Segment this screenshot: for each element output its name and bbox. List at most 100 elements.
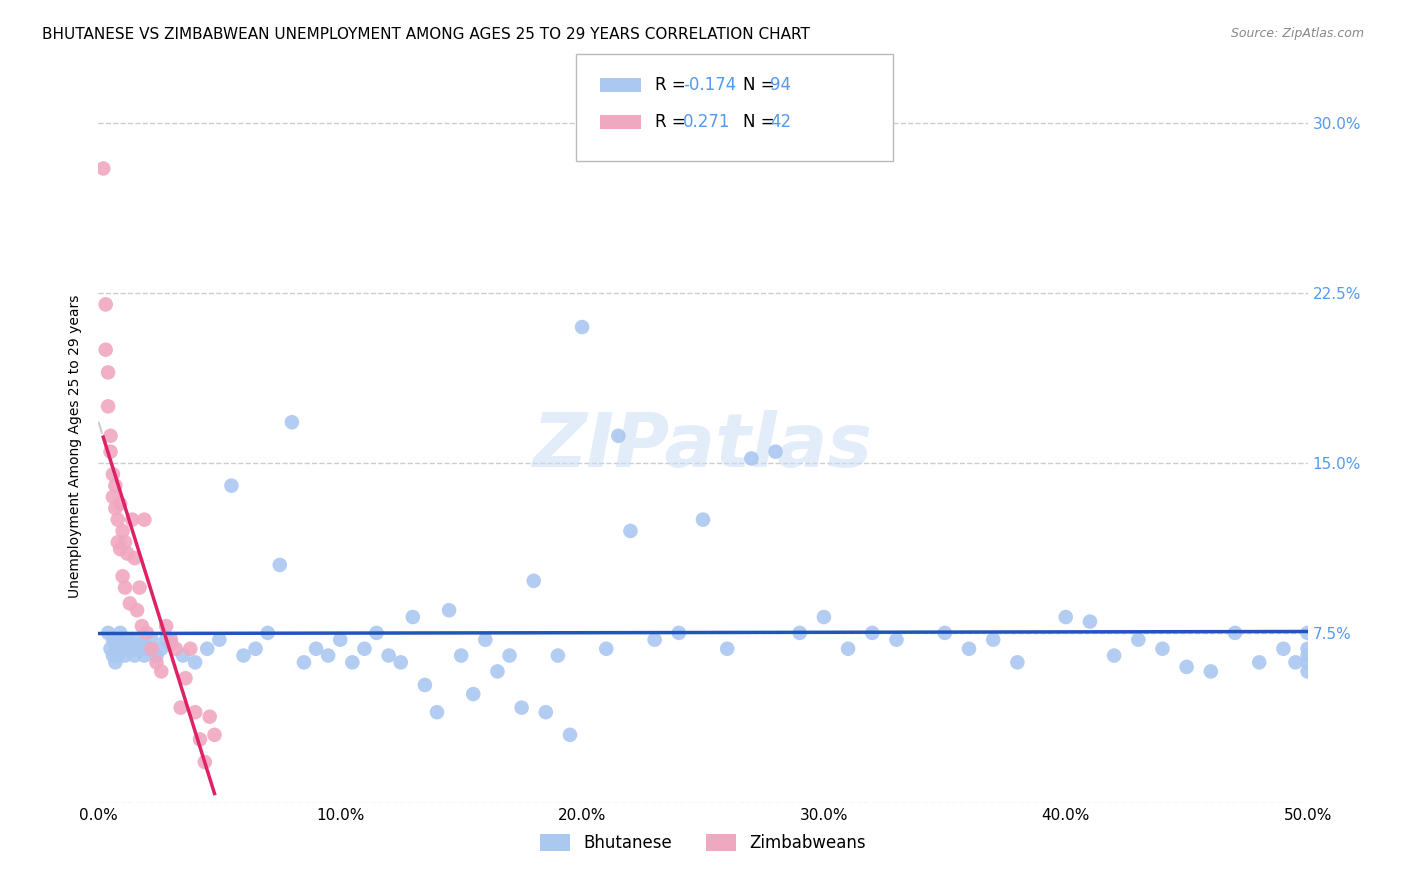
Text: BHUTANESE VS ZIMBABWEAN UNEMPLOYMENT AMONG AGES 25 TO 29 YEARS CORRELATION CHART: BHUTANESE VS ZIMBABWEAN UNEMPLOYMENT AMO… (42, 27, 810, 42)
Point (108, 542, 131, 557)
Point (1223, 626, 1246, 640)
Point (692, 513, 714, 527)
Point (155, 619, 177, 633)
Point (117, 632, 139, 647)
Point (134, 513, 156, 527)
Point (450, 648, 472, 663)
Point (134, 648, 156, 663)
Point (208, 632, 231, 647)
Point (269, 558, 291, 572)
Point (644, 632, 666, 647)
Point (114, 581, 136, 595)
Text: R =: R = (655, 76, 690, 94)
Point (97, 626, 120, 640)
Point (184, 705, 207, 719)
Point (860, 626, 883, 640)
Point (179, 641, 201, 656)
Text: N =: N = (744, 113, 780, 131)
Point (174, 671, 197, 685)
Point (135, 641, 157, 656)
Point (510, 700, 533, 714)
Point (128, 641, 150, 656)
Point (740, 451, 762, 466)
Point (97, 365, 120, 379)
Point (498, 648, 520, 663)
Point (111, 569, 134, 583)
Point (195, 641, 218, 656)
Point (789, 626, 811, 640)
Point (169, 700, 191, 714)
Point (221, 478, 243, 492)
Point (194, 755, 217, 769)
Point (292, 656, 315, 670)
Point (765, 444, 787, 458)
Point (160, 632, 183, 647)
Point (150, 641, 173, 656)
Point (104, 637, 127, 651)
Point (141, 641, 163, 656)
Point (1175, 660, 1198, 674)
Point (595, 641, 617, 656)
Point (342, 656, 364, 670)
Point (1007, 656, 1029, 670)
Point (981, 632, 1004, 647)
Point (131, 619, 153, 633)
Point (389, 656, 412, 670)
Point (188, 732, 211, 747)
Point (305, 641, 328, 656)
Point (232, 648, 254, 663)
Point (124, 551, 146, 566)
Legend: Bhutanese, Zimbabweans: Bhutanese, Zimbabweans (534, 827, 872, 859)
Point (1296, 648, 1319, 663)
Point (94, 343, 117, 357)
Point (118, 637, 141, 651)
Point (934, 626, 956, 640)
Point (1296, 641, 1319, 656)
Point (155, 632, 177, 647)
Point (1199, 665, 1222, 679)
Point (127, 603, 149, 617)
Text: ZIPatlas: ZIPatlas (533, 409, 873, 483)
Point (141, 632, 163, 647)
Text: -0.174: -0.174 (683, 76, 737, 94)
Text: 42: 42 (770, 113, 792, 131)
Point (1296, 665, 1319, 679)
Point (101, 648, 124, 663)
Point (668, 626, 690, 640)
Point (111, 641, 134, 656)
Point (1284, 656, 1306, 670)
Point (813, 610, 835, 624)
Point (101, 490, 124, 504)
Point (366, 626, 388, 640)
Point (111, 524, 134, 538)
Point (437, 603, 460, 617)
Point (135, 626, 157, 640)
Point (104, 656, 127, 670)
Point (547, 648, 569, 663)
Point (97, 400, 120, 414)
Point (114, 648, 136, 663)
Point (108, 632, 131, 647)
Point (413, 678, 436, 692)
Point (91, 161, 114, 176)
Point (402, 610, 425, 624)
Point (145, 648, 167, 663)
Point (886, 632, 908, 647)
Point (107, 535, 129, 549)
Point (184, 656, 207, 670)
Point (114, 535, 136, 549)
Point (281, 415, 304, 429)
Point (117, 547, 139, 561)
Point (245, 641, 267, 656)
Point (121, 641, 143, 656)
Point (145, 656, 167, 670)
Point (1272, 641, 1295, 656)
Point (165, 641, 187, 656)
Text: Source: ZipAtlas.com: Source: ZipAtlas.com (1230, 27, 1364, 40)
Point (1152, 641, 1174, 656)
Point (107, 641, 129, 656)
Point (107, 513, 129, 527)
Point (329, 632, 352, 647)
Point (837, 641, 859, 656)
Point (101, 632, 124, 647)
